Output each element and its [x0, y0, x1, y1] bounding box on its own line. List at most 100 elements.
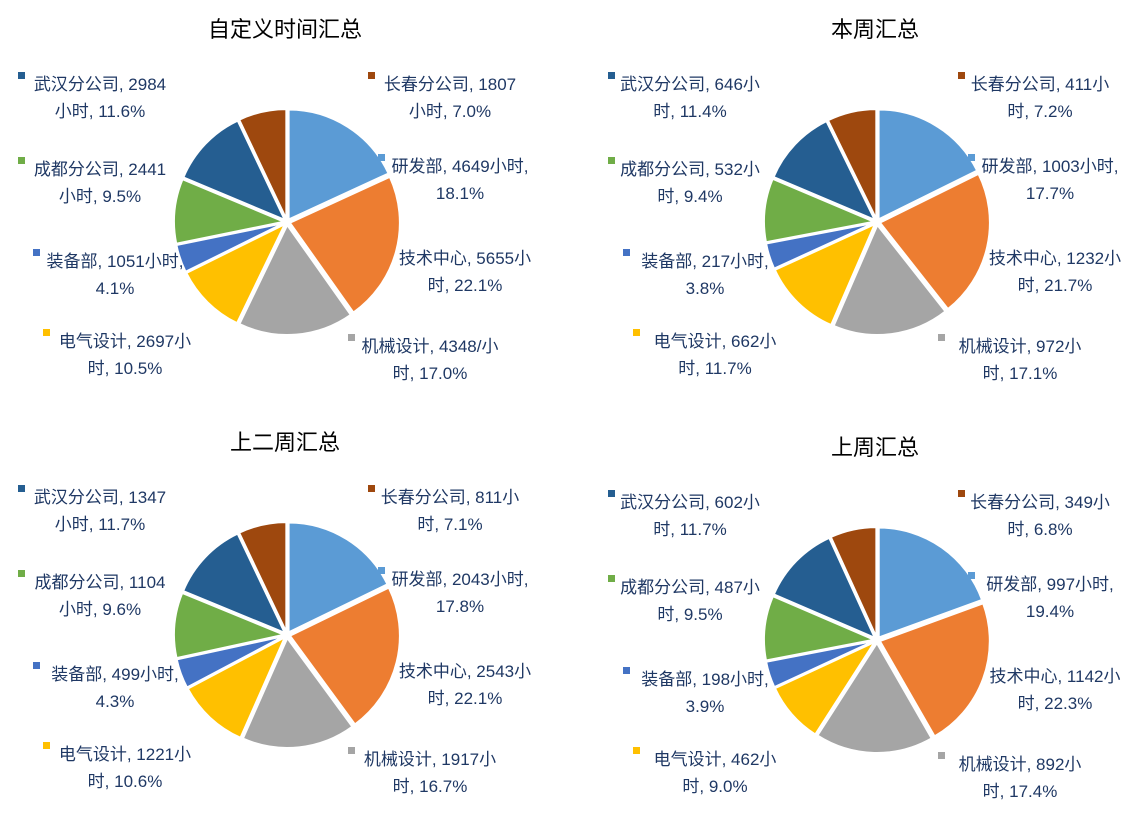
data-label: 武汉分公司, 2984小时, 11.6% — [33, 75, 167, 121]
pie-slice — [237, 108, 288, 220]
data-label: 长春分公司, 411小时, 7.2% — [970, 75, 1110, 121]
legend-swatch — [18, 72, 25, 79]
legend-swatch — [958, 490, 965, 497]
pie-slice — [877, 526, 984, 639]
pie-slice — [173, 177, 288, 245]
pie-slice — [173, 591, 288, 660]
chart-title: 本周汇总 — [830, 17, 919, 42]
chart-title: 上二周汇总 — [229, 430, 340, 455]
pie-slice — [772, 536, 877, 640]
data-label: 研发部, 1003小时, 17.7% — [981, 157, 1119, 203]
pie-slice — [878, 602, 991, 738]
legend-swatch — [33, 249, 40, 256]
pie-slice — [763, 594, 878, 662]
legend-swatch — [43, 742, 50, 749]
pie-slice — [287, 521, 389, 635]
legend-swatch — [973, 246, 980, 253]
data-label: 电气设计, 462小时, 9.0% — [653, 750, 777, 796]
data-label: 研发部, 2043小时, 17.8% — [391, 570, 529, 616]
data-label: 装备部, 499小时, 4.3% — [51, 665, 179, 711]
chart-title: 自定义时间汇总 — [207, 17, 362, 42]
legend-swatch — [383, 246, 390, 253]
pie-slice — [764, 639, 875, 689]
legend-swatch — [958, 72, 965, 79]
data-label: 武汉分公司, 646小时, 11.4% — [620, 75, 760, 121]
data-label: 长春分公司, 349小时, 6.8% — [970, 493, 1110, 539]
data-label: 武汉分公司, 602小时, 11.7% — [620, 493, 760, 539]
data-label: 长春分公司, 1807小时, 7.0% — [383, 75, 517, 121]
legend-swatch — [623, 667, 630, 674]
pie-slice — [237, 521, 288, 633]
legend-swatch — [18, 570, 25, 577]
chart-title: 上周汇总 — [830, 435, 919, 460]
data-label: 机械设计, 1917小时, 16.7% — [363, 750, 497, 796]
legend-swatch — [968, 572, 975, 579]
legend-swatch — [608, 72, 615, 79]
data-label: 电气设计, 2697小时, 10.5% — [58, 332, 192, 378]
pie-slice — [175, 635, 285, 689]
data-label: 电气设计, 662小时, 11.7% — [653, 332, 777, 378]
legend-swatch — [633, 329, 640, 336]
legend-swatch — [938, 334, 945, 341]
data-label: 技术中心, 1232小时, 21.7% — [988, 249, 1122, 295]
legend-swatch — [383, 659, 390, 666]
data-label: 技术中心, 5655小时, 22.1% — [398, 249, 532, 295]
pie-slice — [241, 635, 354, 749]
pie-slice — [184, 221, 288, 325]
data-label: 装备部, 198小时, 3.9% — [641, 670, 769, 716]
pie-slice — [763, 177, 878, 244]
legend-swatch — [633, 747, 640, 754]
pie-slice — [877, 108, 979, 222]
legend-swatch — [378, 154, 385, 161]
pie-slice — [287, 108, 390, 222]
pie-slice — [829, 526, 878, 638]
legend-swatch — [368, 72, 375, 79]
data-label: 装备部, 1051小时, 4.1% — [46, 252, 184, 298]
pie-slice — [238, 223, 353, 336]
legend-swatch — [33, 662, 40, 669]
pie-slice — [181, 532, 287, 635]
pie-slice — [773, 639, 878, 736]
data-label: 机械设计, 892小时, 17.4% — [958, 755, 1082, 801]
pie-slice — [764, 221, 875, 270]
legend-swatch — [368, 485, 375, 492]
data-label: 成都分公司, 532小时, 9.4% — [620, 160, 760, 206]
data-label: 技术中心, 2543小时, 22.1% — [398, 662, 532, 708]
legend-swatch — [968, 154, 975, 161]
legend-swatch — [18, 157, 25, 164]
data-label: 机械设计, 972小时, 17.1% — [958, 337, 1082, 383]
pie-slice — [186, 634, 288, 740]
legend-swatch — [348, 747, 355, 754]
legend-swatch — [608, 575, 615, 582]
legend-swatch — [348, 334, 355, 341]
data-label: 机械设计, 4348/小时, 17.0% — [361, 337, 499, 383]
pie-slice — [832, 223, 947, 336]
data-label: 电气设计, 1221小时, 10.6% — [58, 745, 192, 791]
legend-swatch — [378, 567, 385, 574]
legend-swatch — [938, 752, 945, 759]
legend-swatch — [623, 249, 630, 256]
pie-slice — [772, 119, 877, 222]
legend-swatch — [973, 664, 980, 671]
pie-slice — [182, 119, 287, 222]
data-label: 研发部, 4649小时, 18.1% — [391, 157, 529, 203]
data-label: 研发部, 997小时, 19.4% — [986, 575, 1114, 621]
legend-swatch — [18, 485, 25, 492]
data-label: 成都分公司, 1104小时, 9.6% — [34, 573, 166, 619]
legend-swatch — [608, 157, 615, 164]
pie-slice — [826, 108, 878, 220]
legend-swatch — [608, 490, 615, 497]
data-label: 武汉分公司, 1347小时, 11.7% — [33, 488, 167, 534]
data-label: 成都分公司, 487小时, 9.5% — [620, 578, 760, 624]
legend-swatch — [43, 329, 50, 336]
data-label: 成都分公司, 2441小时, 9.5% — [33, 160, 167, 206]
pie-slice — [816, 641, 934, 754]
pie-slice — [288, 586, 401, 726]
data-label: 技术中心, 1142小时, 22.3% — [989, 667, 1121, 713]
pie-slice — [878, 172, 991, 311]
pie-slice — [773, 222, 877, 327]
pie-slice — [288, 175, 401, 314]
pie-slice — [175, 221, 285, 274]
